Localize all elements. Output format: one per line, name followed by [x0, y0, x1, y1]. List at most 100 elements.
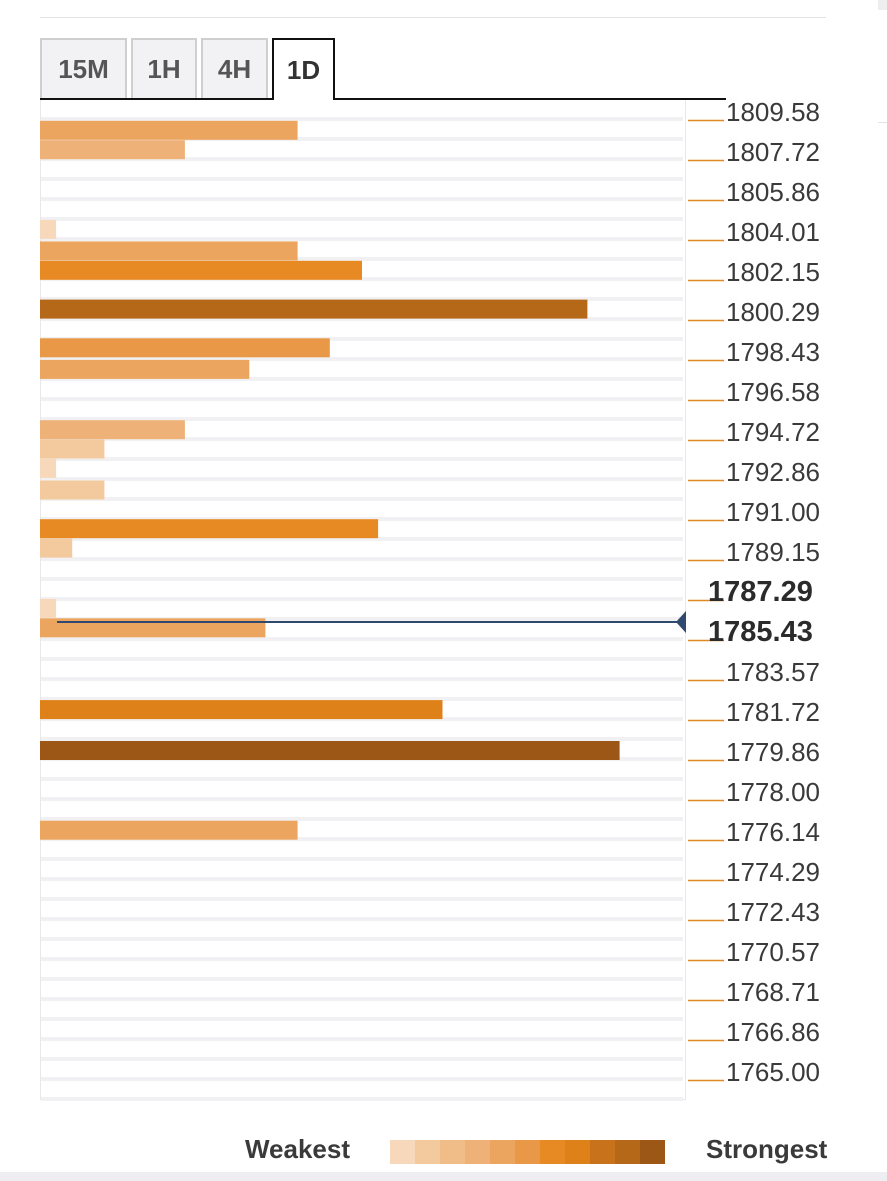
- row-stripe: [41, 697, 683, 701]
- tab-1h[interactable]: 1H: [131, 38, 197, 98]
- side-panel-divider: [878, 122, 887, 123]
- row-stripe: [41, 457, 683, 461]
- strength-bar-2: [40, 219, 57, 239]
- row-stripe: [41, 417, 683, 421]
- strength-bar-14: [40, 598, 57, 618]
- row-stripe: [41, 177, 683, 181]
- row-stripe: [41, 637, 683, 641]
- legend-swatch-10: [640, 1140, 665, 1164]
- price-tick-label: 1765.00: [726, 1057, 820, 1087]
- row-stripe: [41, 857, 683, 861]
- row-stripe: [41, 797, 683, 801]
- legend-strongest-label: Strongest: [706, 1134, 828, 1164]
- strength-bar-11: [40, 480, 105, 500]
- strength-bar-18: [40, 820, 298, 840]
- row-stripe: [41, 737, 683, 741]
- row-stripe: [41, 1077, 683, 1081]
- row-stripe: [41, 1037, 683, 1041]
- legend-swatch-9: [615, 1140, 640, 1164]
- row-stripe: [41, 897, 683, 901]
- strength-bar-0: [40, 120, 298, 140]
- price-tick-label: 1785.43: [708, 616, 813, 648]
- row-stripe: [41, 777, 683, 781]
- legend-swatch-5: [515, 1140, 540, 1164]
- row-stripe: [41, 957, 683, 961]
- strength-bar-6: [40, 338, 330, 358]
- price-tick-label: 1772.43: [726, 897, 820, 927]
- row-stripe: [41, 317, 683, 321]
- row-stripe: [41, 297, 683, 301]
- row-stripe: [41, 157, 683, 161]
- row-stripe: [41, 337, 683, 341]
- strength-bar-4: [40, 260, 362, 280]
- row-stripe: [41, 977, 683, 981]
- price-tick-label: 1770.57: [726, 937, 820, 967]
- tab-4h[interactable]: 4H: [201, 38, 268, 98]
- side-panel-edge: [878, 0, 887, 10]
- legend-swatch-3: [465, 1140, 490, 1164]
- price-tick-label: 1789.15: [726, 537, 820, 567]
- row-stripe: [41, 217, 683, 221]
- confluence-chart: 1809.58 1807.72 1805.86 1804.01 1802.15 1800.…: [40, 97, 820, 1101]
- row-stripe: [41, 577, 683, 581]
- price-tick-label: 1804.01: [726, 217, 820, 247]
- strength-bar-8: [40, 420, 185, 440]
- tabs-baseline: [40, 98, 726, 100]
- price-tick-label: 1766.86: [726, 1017, 820, 1047]
- row-stripe: [41, 1057, 683, 1061]
- price-tick-label: 1776.14: [726, 817, 820, 847]
- legend-swatch-4: [490, 1140, 515, 1164]
- top-divider: [40, 17, 826, 18]
- row-stripe: [41, 657, 683, 661]
- row-stripe: [41, 357, 683, 361]
- row-stripe: [41, 517, 683, 521]
- row-stripe: [41, 837, 683, 841]
- legend-weakest-label: Weakest: [244, 1134, 350, 1164]
- legend-color-scale: [390, 1140, 665, 1164]
- strength-bar-12: [40, 519, 379, 539]
- row-stripe: [41, 877, 683, 881]
- price-tick-label: 1791.00: [726, 497, 820, 527]
- row-stripe: [41, 397, 683, 401]
- row-stripe: [41, 477, 683, 481]
- row-stripe: [41, 1017, 683, 1021]
- row-stripe: [41, 1097, 683, 1101]
- row-stripe: [41, 597, 683, 601]
- strength-bar-17: [40, 741, 620, 760]
- row-stripe: [41, 997, 683, 1001]
- row-stripe: [41, 237, 683, 241]
- tab-1d[interactable]: 1D: [272, 38, 335, 100]
- strength-bar-5: [40, 299, 588, 319]
- bottom-band: [0, 1172, 887, 1181]
- strength-bar-16: [40, 700, 443, 720]
- row-stripe: [41, 437, 683, 441]
- legend-swatch-7: [565, 1140, 590, 1164]
- row-stripe: [41, 197, 683, 201]
- strength-bar-1: [40, 140, 185, 160]
- price-tick-label: 1796.58: [726, 377, 820, 407]
- row-stripe: [41, 937, 683, 941]
- row-stripe: [41, 257, 683, 261]
- price-tick-label: 1781.72: [726, 697, 820, 727]
- tab-15m[interactable]: 15M: [40, 38, 127, 98]
- price-tick-label: 1800.29: [726, 297, 820, 327]
- price-tick-label: 1787.29: [708, 576, 813, 608]
- price-tick-label: 1779.86: [726, 737, 820, 767]
- row-stripe: [41, 677, 683, 681]
- strength-bar-9: [40, 439, 105, 459]
- strength-bar-15: [40, 618, 266, 638]
- price-tick-label: 1802.15: [726, 257, 820, 287]
- legend-swatch-8: [590, 1140, 615, 1164]
- price-tick-label: 1798.43: [726, 337, 820, 367]
- strength-legend: Weakest Strongest: [0, 1128, 887, 1172]
- strength-bar-10: [40, 458, 57, 478]
- row-stripe: [41, 617, 683, 621]
- strength-bar-3: [40, 241, 298, 261]
- strength-bar-13: [40, 538, 73, 558]
- price-tick-label: 1774.29: [726, 857, 820, 887]
- current-price-marker: [676, 610, 686, 633]
- row-stripe: [41, 137, 683, 141]
- price-tick-label: 1768.71: [726, 977, 820, 1007]
- row-stripe: [41, 497, 683, 501]
